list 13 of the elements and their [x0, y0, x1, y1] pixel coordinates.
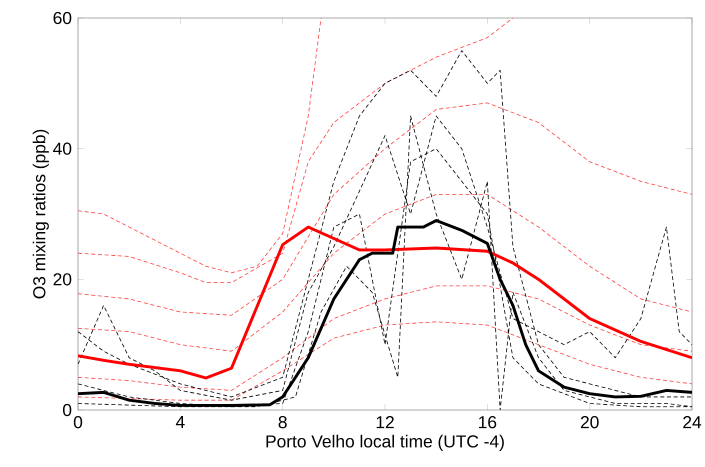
y-tick-label: 60	[54, 12, 72, 24]
x-tick-label: 12	[376, 416, 394, 428]
y-axis-title: O3 mixing ratios (ppb)	[32, 130, 49, 298]
x-tick-label: 16	[479, 416, 496, 428]
x-tick-label: 20	[580, 416, 599, 428]
x-tick-label: 0	[74, 416, 82, 428]
x-tick-label: 4	[176, 416, 185, 428]
x-tick-label: 24	[683, 416, 702, 428]
x-tick-label: 8	[278, 416, 287, 428]
y-tick-label: 20	[54, 273, 72, 286]
y-tick-label: 40	[53, 142, 72, 155]
y-tick-label: 0	[62, 404, 72, 416]
x-axis-title: Porto Velho local time (UTC -4)	[266, 434, 504, 451]
